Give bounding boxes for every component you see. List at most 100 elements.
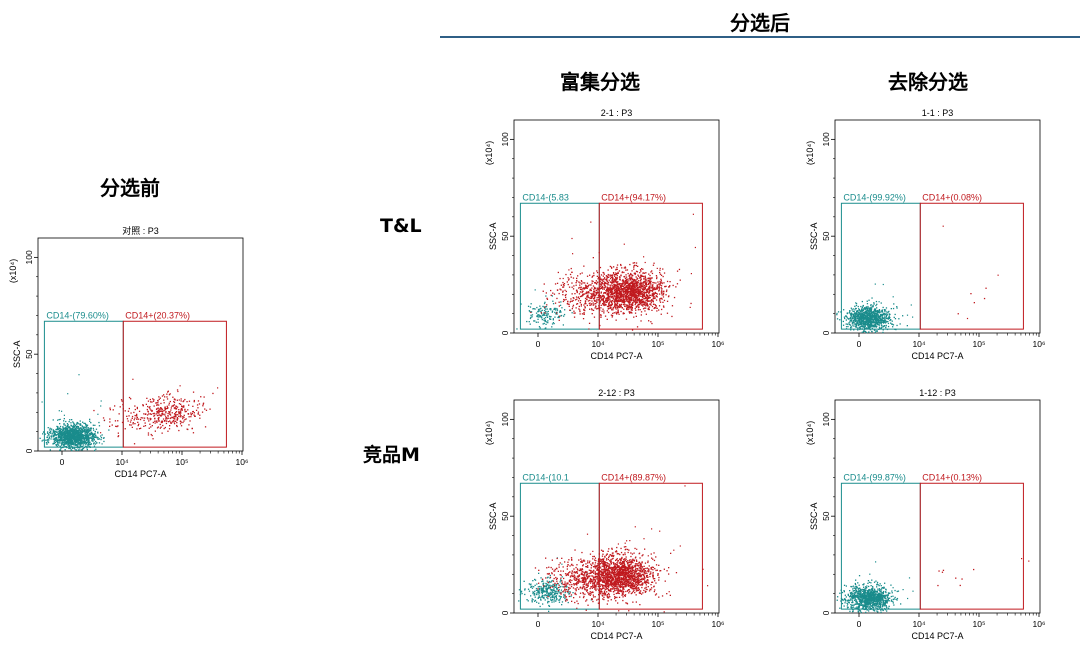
data-point [93, 410, 94, 411]
data-point [647, 305, 648, 306]
data-point [556, 298, 557, 299]
outlier-point [911, 304, 912, 305]
data-point [65, 434, 66, 435]
data-point [638, 299, 639, 300]
data-point [663, 282, 664, 283]
data-point [626, 319, 627, 320]
data-point [594, 301, 595, 302]
data-point [70, 422, 71, 423]
data-point [149, 406, 150, 407]
data-point [856, 312, 857, 313]
data-point [103, 441, 104, 442]
data-point [677, 271, 678, 272]
data-point [629, 311, 630, 312]
data-point [125, 428, 126, 429]
data-point [77, 426, 78, 427]
data-point [627, 282, 628, 283]
data-point [180, 415, 181, 416]
data-point [634, 297, 635, 298]
data-point [545, 328, 546, 329]
data-point [596, 292, 597, 293]
data-point [610, 278, 611, 279]
data-point [528, 306, 529, 307]
data-point [644, 293, 645, 294]
data-point [96, 436, 97, 437]
data-point [158, 412, 159, 413]
data-point [146, 404, 147, 405]
data-point [588, 285, 589, 286]
data-point [158, 417, 159, 418]
data-point [175, 405, 176, 406]
data-point [654, 282, 655, 283]
data-point [140, 419, 141, 420]
data-point [184, 399, 185, 400]
data-point [625, 295, 626, 296]
data-point [660, 283, 661, 284]
data-point [539, 326, 540, 327]
data-point [68, 439, 69, 440]
data-point [149, 428, 150, 429]
data-point [91, 443, 92, 444]
data-point [596, 293, 597, 294]
data-point [604, 282, 605, 283]
data-point [639, 284, 640, 285]
data-point [856, 316, 857, 317]
data-point [649, 281, 650, 282]
data-point [874, 311, 875, 312]
data-point [548, 311, 549, 312]
data-point [873, 322, 874, 323]
data-point [869, 327, 870, 328]
data-point [615, 280, 616, 281]
data-point [46, 442, 47, 443]
data-point [605, 316, 606, 317]
data-point [875, 310, 876, 311]
data-point [632, 275, 633, 276]
data-point [67, 441, 68, 442]
data-point [877, 312, 878, 313]
data-point [589, 303, 590, 304]
data-point [854, 309, 855, 310]
data-point [143, 413, 144, 414]
data-point [77, 435, 78, 436]
data-point [605, 286, 606, 287]
data-point [115, 420, 116, 421]
data-point [836, 314, 837, 315]
data-point [580, 296, 581, 297]
data-point [538, 316, 539, 317]
data-point [598, 307, 599, 308]
data-point [856, 308, 857, 309]
data-point [169, 425, 170, 426]
data-point [581, 304, 582, 305]
data-point [581, 283, 582, 284]
data-point [584, 306, 585, 307]
data-point [135, 409, 136, 410]
data-point [133, 422, 134, 423]
data-point [77, 440, 78, 441]
data-point [602, 299, 603, 300]
data-point [889, 316, 890, 317]
data-point [188, 424, 189, 425]
data-point [177, 407, 178, 408]
data-point [68, 443, 69, 444]
data-point [602, 295, 603, 296]
data-point [867, 314, 868, 315]
data-point [615, 278, 616, 279]
data-point [640, 309, 641, 310]
x-tick-label: 0 [857, 339, 862, 349]
data-point [180, 423, 181, 424]
data-point [659, 285, 660, 286]
y-axis-label: SSC-A [488, 502, 498, 530]
outlier-point [568, 269, 569, 270]
data-point [74, 429, 75, 430]
outlier-point [943, 226, 944, 227]
data-point [601, 274, 602, 275]
data-point [209, 409, 210, 410]
data-point [561, 307, 562, 308]
data-point [562, 282, 563, 283]
data-point [56, 439, 57, 440]
data-point [622, 282, 623, 283]
data-point [536, 307, 537, 308]
data-point [531, 303, 532, 304]
data-point [135, 415, 136, 416]
data-point [636, 316, 637, 317]
